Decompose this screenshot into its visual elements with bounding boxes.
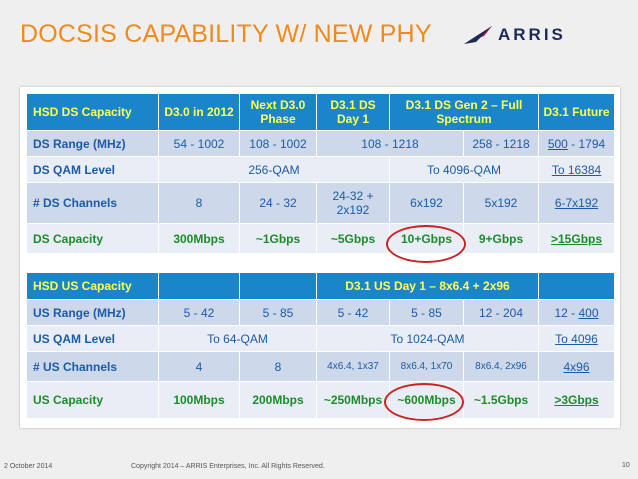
us-range-cell: 5 - 85 xyxy=(239,299,317,326)
ds-header-label: HSD DS Capacity xyxy=(26,93,159,131)
ds-highlight-circle xyxy=(386,225,466,263)
ds-capacity-future-cell: >15Gbps xyxy=(538,223,616,254)
ds-channels-cell: 6x192 xyxy=(389,182,464,224)
ds-qam-future-link[interactable]: To 16384 xyxy=(551,162,602,177)
us-header-cell xyxy=(239,272,317,300)
us-capacity-label: US Capacity xyxy=(26,381,159,419)
arris-swoosh-icon xyxy=(464,26,492,44)
us-range-future-cell: 12 - 400 xyxy=(538,299,615,326)
ds-header-d31-day1: D3.1 DS Day 1 xyxy=(316,93,390,131)
ds-capacity-future-link[interactable]: >15Gbps xyxy=(551,231,603,246)
logo-text: ARRIS xyxy=(498,25,566,44)
ds-channels-cell: 24 - 32 xyxy=(239,182,317,224)
ds-qam-label: DS QAM Level xyxy=(26,156,159,183)
us-capacity-future-cell: >3Gbps xyxy=(538,381,615,419)
ds-header-d30: D3.0 in 2012 xyxy=(158,93,240,131)
ds-range-future-suffix: - 1794 xyxy=(567,136,606,151)
ds-channels-cell: 5x192 xyxy=(462,182,540,224)
us-capacity-cell: 200Mbps xyxy=(239,381,317,419)
ds-channels-future-cell: 6-7x192 xyxy=(538,182,616,224)
us-header-d31-day1: D3.1 US Day 1 – 8x6.4 + 2x96 xyxy=(316,272,539,300)
ds-header-row: HSD DS Capacity D3.0 in 2012 Next D3.0 P… xyxy=(26,93,616,131)
ds-capacity-row: DS Capacity 300Mbps ~1Gbps ~5Gbps 10+Gbp… xyxy=(26,223,616,254)
us-capacity-cell: 100Mbps xyxy=(158,381,240,419)
us-range-cell: 12 - 204 xyxy=(463,299,539,326)
ds-range-cell: 258 - 1218 xyxy=(462,130,540,157)
us-qam-cell: To 1024-QAM xyxy=(316,325,539,352)
arris-logo: ARRIS xyxy=(462,24,612,48)
ds-range-future-link[interactable]: 500 xyxy=(547,136,568,151)
ds-channels-cell: 24-32 + 2x192 xyxy=(316,182,390,224)
us-channels-cell: 4 xyxy=(158,351,240,382)
us-range-future-link[interactable]: 400 xyxy=(578,305,599,320)
us-capacity-cell: ~250Mbps xyxy=(316,381,390,419)
ds-range-future-cell: 500 - 1794 xyxy=(538,130,616,157)
us-capacity-row: US Capacity 100Mbps 200Mbps ~250Mbps ~60… xyxy=(26,381,615,419)
us-channels-cell: 8 xyxy=(239,351,317,382)
ds-qam-row: DS QAM Level 256-QAM To 4096-QAM To 1638… xyxy=(26,156,616,183)
us-header-cell xyxy=(158,272,240,300)
us-header-label: HSD US Capacity xyxy=(26,272,159,300)
footer-copyright: Copyright 2014 – ARRIS Enterprises, Inc.… xyxy=(131,463,325,470)
ds-capacity-cell: 300Mbps xyxy=(158,223,240,254)
ds-range-cell: 108 - 1002 xyxy=(239,130,317,157)
us-channels-cell: 8x6.4, 2x96 xyxy=(463,351,539,382)
us-qam-cell: To 64-QAM xyxy=(158,325,317,352)
us-qam-future-link[interactable]: To 4096 xyxy=(555,331,598,346)
ds-header-d31-future: D3.1 Future xyxy=(538,93,616,131)
us-channels-row: # US Channels 4 8 4x6.4, 1x37 8x6.4, 1x7… xyxy=(26,351,615,382)
us-header-cell xyxy=(538,272,615,300)
us-channels-cell: 4x6.4, 1x37 xyxy=(316,351,390,382)
footer-date: 2 October 2014 xyxy=(4,463,53,470)
us-range-label: US Range (MHz) xyxy=(26,299,159,326)
us-channels-future-cell: 4x96 xyxy=(538,351,615,382)
ds-capacity-label: DS Capacity xyxy=(26,223,159,254)
ds-qam-future-cell: To 16384 xyxy=(538,156,616,183)
ds-range-cell: 108 - 1218 xyxy=(316,130,464,157)
capability-panel: HSD DS Capacity D3.0 in 2012 Next D3.0 P… xyxy=(20,87,620,428)
us-range-cell: 5 - 42 xyxy=(316,299,390,326)
us-qam-label: US QAM Level xyxy=(26,325,159,352)
us-qam-future-cell: To 4096 xyxy=(538,325,615,352)
us-range-future-prefix: 12 - xyxy=(554,305,579,320)
us-capacity-future-link[interactable]: >3Gbps xyxy=(554,393,599,407)
slide-title: DOCSIS CAPABILITY W/ NEW PHY xyxy=(20,20,432,48)
ds-range-label: DS Range (MHz) xyxy=(26,130,159,157)
us-highlight-circle xyxy=(384,383,464,421)
ds-range-row: DS Range (MHz) 54 - 1002 108 - 1002 108 … xyxy=(26,130,616,157)
us-header-row: HSD US Capacity D3.1 US Day 1 – 8x6.4 + … xyxy=(26,272,615,300)
us-channels-cell: 8x6.4, 1x70 xyxy=(389,351,464,382)
us-qam-row: US QAM Level To 64-QAM To 1024-QAM To 40… xyxy=(26,325,615,352)
us-range-row: US Range (MHz) 5 - 42 5 - 85 5 - 42 5 - … xyxy=(26,299,615,326)
us-capacity-cell: ~1.5Gbps xyxy=(463,381,539,419)
us-capacity-table: HSD US Capacity D3.1 US Day 1 – 8x6.4 + … xyxy=(26,272,615,419)
us-range-cell: 5 - 85 xyxy=(389,299,464,326)
ds-channels-label: # DS Channels xyxy=(26,182,159,224)
ds-qam-cell: 256-QAM xyxy=(158,156,390,183)
us-channels-label: # US Channels xyxy=(26,351,159,382)
ds-capacity-cell: 9+Gbps xyxy=(462,223,540,254)
us-channels-future-link[interactable]: 4x96 xyxy=(563,359,590,374)
ds-qam-cell: To 4096-QAM xyxy=(388,156,540,183)
ds-capacity-cell: ~1Gbps xyxy=(239,223,317,254)
ds-capacity-table: HSD DS Capacity D3.0 in 2012 Next D3.0 P… xyxy=(26,93,616,254)
ds-capacity-cell: ~5Gbps xyxy=(316,223,390,254)
footer-page-number: 10 xyxy=(622,462,630,469)
us-range-cell: 5 - 42 xyxy=(158,299,240,326)
ds-channels-cell: 8 xyxy=(158,182,240,224)
ds-channels-row: # DS Channels 8 24 - 32 24-32 + 2x192 6x… xyxy=(26,182,616,224)
ds-header-d31-gen2: D3.1 DS Gen 2 – Full Spectrum xyxy=(388,93,540,131)
ds-range-cell: 54 - 1002 xyxy=(158,130,240,157)
ds-channels-future-link[interactable]: 6-7x192 xyxy=(554,196,599,210)
ds-header-next-d30: Next D3.0 Phase xyxy=(239,93,317,131)
